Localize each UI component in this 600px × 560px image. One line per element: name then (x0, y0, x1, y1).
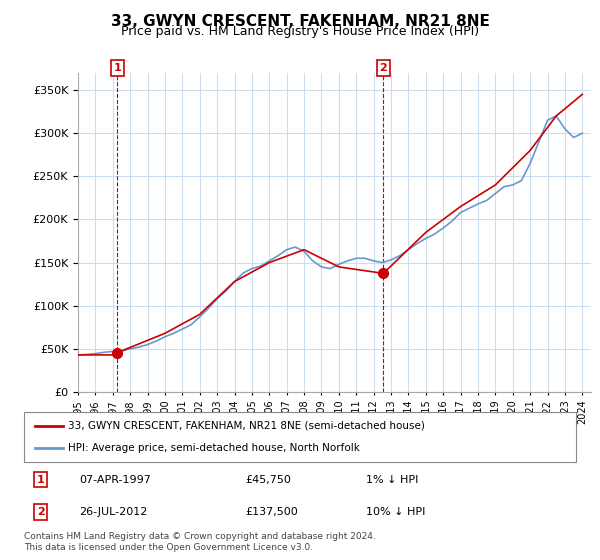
Text: 33, GWYN CRESCENT, FAKENHAM, NR21 8NE: 33, GWYN CRESCENT, FAKENHAM, NR21 8NE (110, 14, 490, 29)
Text: Price paid vs. HM Land Registry's House Price Index (HPI): Price paid vs. HM Land Registry's House … (121, 25, 479, 38)
Text: 1% ↓ HPI: 1% ↓ HPI (366, 474, 419, 484)
Text: 26-JUL-2012: 26-JUL-2012 (79, 507, 148, 517)
Text: £45,750: £45,750 (245, 474, 290, 484)
Text: 2: 2 (379, 63, 387, 73)
Text: Contains HM Land Registry data © Crown copyright and database right 2024.
This d: Contains HM Land Registry data © Crown c… (24, 532, 376, 552)
Text: 33, GWYN CRESCENT, FAKENHAM, NR21 8NE (semi-detached house): 33, GWYN CRESCENT, FAKENHAM, NR21 8NE (s… (68, 421, 425, 431)
Text: 10% ↓ HPI: 10% ↓ HPI (366, 507, 425, 517)
Text: 2: 2 (37, 507, 44, 517)
Text: £137,500: £137,500 (245, 507, 298, 517)
Text: HPI: Average price, semi-detached house, North Norfolk: HPI: Average price, semi-detached house,… (68, 443, 360, 453)
Text: 1: 1 (113, 63, 121, 73)
FancyBboxPatch shape (24, 412, 576, 462)
Text: 07-APR-1997: 07-APR-1997 (79, 474, 151, 484)
Text: 1: 1 (37, 474, 44, 484)
